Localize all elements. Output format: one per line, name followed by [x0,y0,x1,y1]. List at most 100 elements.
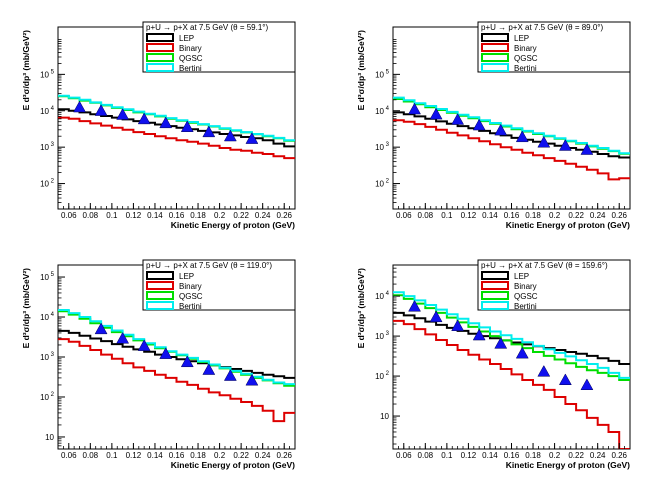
y-tick-exponent: 4 [51,106,55,112]
legend-label-bertini: Bertini [179,302,202,311]
data-point [202,363,216,375]
data-point [223,369,237,381]
legend-swatch-lep [146,271,174,280]
legend-label-qgsc: QGSC [514,54,538,63]
x-tick-label: 0.22 [233,451,249,460]
x-tick-label: 0.1 [441,451,453,460]
y-tick-label: 10 [40,70,49,79]
data-point [429,310,443,323]
y-tick-exponent: 2 [386,179,390,185]
x-tick-label: 0.08 [83,451,99,460]
y-tick-label: 10 [375,332,384,341]
series-line-lep [393,111,630,159]
x-tick-label: 0.22 [568,451,584,460]
x-tick-label: 0.26 [276,211,292,220]
y-tick-label: 10 [40,273,49,282]
data-point [137,339,151,351]
data-point [180,120,194,132]
y-tick-exponent: 2 [51,392,55,398]
x-tick-label: 0.14 [482,451,498,460]
y-tick-label: 10 [375,180,384,189]
x-tick-label: 0.22 [233,211,249,220]
data-point [580,143,594,155]
data-point [116,331,130,344]
x-tick-label: 0.08 [83,211,99,220]
x-tick-label: 0.16 [504,211,520,220]
y-tick-exponent: 2 [386,371,390,377]
legend-label-lep: LEP [179,272,194,281]
x-axis-label: Kinetic Energy of proton (GeV) [506,460,630,470]
y-tick-label: 10 [380,412,389,421]
x-tick-label: 0.16 [169,451,185,460]
series-group [58,94,295,160]
x-tick-label: 0.12 [126,211,142,220]
x-axis-label: Kinetic Energy of proton (GeV) [171,220,295,230]
x-tick-label: 0.18 [190,451,206,460]
legend-swatch-lep [146,33,174,42]
x-axis-label: Kinetic Energy of proton (GeV) [171,460,295,470]
x-tick-label: 0.18 [525,211,541,220]
chart-title: p+U → p+X at 7.5 GeV (θ = 89.0°) [481,23,603,32]
y-tick-exponent: 5 [51,272,55,278]
legend-swatch-lep [481,33,509,42]
y-tick-exponent: 3 [51,142,55,148]
x-tick-label: 0.2 [549,451,561,460]
data-point [245,132,259,144]
data-point [558,139,572,151]
x-tick-label: 0.2 [214,451,226,460]
legend-label-qgsc: QGSC [179,54,203,63]
x-tick-label: 0.14 [147,451,163,460]
x-tick-label: 0.26 [611,211,627,220]
y-tick-label: 10 [40,107,49,116]
chart-panel-3: 0.06 0.08 0.1 0.12 0.14 0.16 0.18 0.2 0.22 0.24 0.… [21,259,296,470]
y-tick-label: 10 [375,107,384,116]
data-point [223,129,237,142]
data-point [537,365,551,377]
chart-title: p+U → p+X at 7.5 GeV (θ = 119.0°) [146,261,272,270]
data-point [494,123,508,136]
data-point [202,125,216,138]
data-point [558,373,572,386]
x-tick-label: 0.24 [590,451,606,460]
y-axis-label: E d³σ/dp³ (mb/GeV²) [21,30,31,111]
y-tick-exponent: 3 [386,331,390,337]
x-tick-label: 0.12 [461,451,477,460]
legend-swatch-binary [481,43,509,52]
data-point [159,347,173,359]
series-line-lep [58,329,295,379]
legend-swatch-bertini [481,301,509,310]
y-tick-exponent: 4 [386,106,390,112]
y-tick-label: 10 [40,180,49,189]
y-tick-label: 10 [40,143,49,152]
y-tick-label: 10 [40,393,49,402]
legend-label-binary: Binary [179,282,202,291]
legend-swatch-qgsc [481,53,509,62]
y-tick-label: 10 [375,292,384,301]
y-tick-exponent: 4 [386,291,390,297]
legend-swatch-bertini [481,63,509,72]
data-point [515,130,529,143]
y-tick-exponent: 5 [51,69,55,75]
x-tick-label: 0.08 [418,211,434,220]
x-tick-label: 0.24 [255,451,271,460]
y-tick-exponent: 4 [51,312,55,318]
y-tick-label: 10 [375,143,384,152]
legend-label-lep: LEP [179,34,194,43]
series-group [393,291,630,449]
series-line-binary [393,319,630,449]
x-tick-label: 0.14 [147,211,163,220]
x-tick-label: 0.16 [504,451,520,460]
data-point [94,104,108,116]
data-point [429,107,443,120]
series-line-binary [58,338,295,423]
legend-swatch-binary [481,281,509,290]
y-axis-label: E d³σ/dp³ (mb/GeV²) [356,30,366,111]
data-point [515,346,529,359]
y-tick-label: 10 [45,433,54,442]
legend-label-lep: LEP [514,34,529,43]
y-tick-exponent: 3 [51,352,55,358]
y-tick-exponent: 3 [386,142,390,148]
data-point [451,113,465,125]
x-tick-label: 0.1 [441,211,453,220]
